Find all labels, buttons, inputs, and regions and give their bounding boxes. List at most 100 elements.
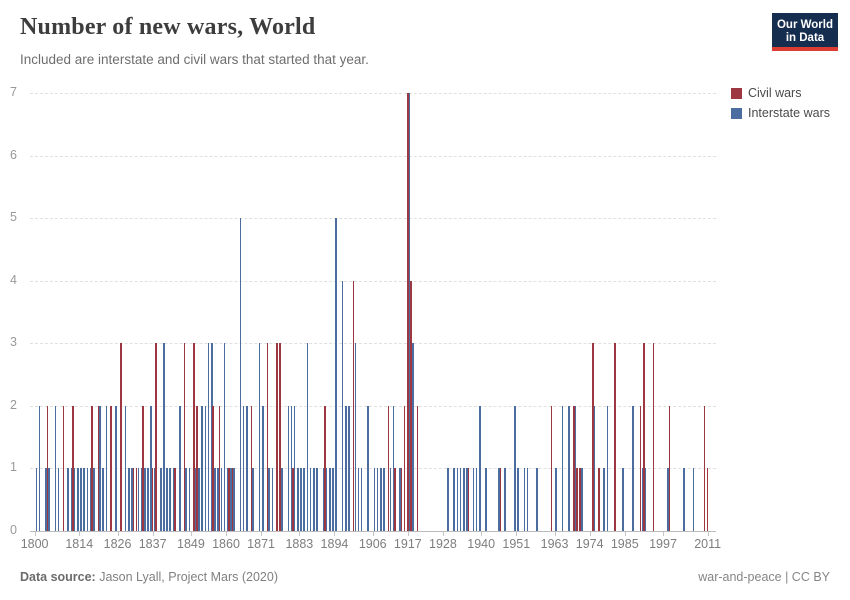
bar-interstate-1800[interactable] <box>35 468 38 531</box>
bar-interstate-1998[interactable] <box>667 468 669 531</box>
bar-interstate-1856[interactable] <box>214 468 216 531</box>
bar-interstate-1894[interactable] <box>335 218 337 531</box>
bar-interstate-1885[interactable] <box>306 343 309 531</box>
bar-interstate-1947[interactable] <box>504 468 507 531</box>
bar-interstate-1897[interactable] <box>344 405 347 531</box>
bar-interstate-1851[interactable] <box>198 468 200 531</box>
bar-interstate-1862[interactable] <box>233 468 235 531</box>
bar-civil-1844[interactable] <box>174 468 176 531</box>
bar-interstate-1979[interactable] <box>606 405 609 531</box>
bar-interstate-1804[interactable] <box>48 468 50 531</box>
bar-civil-1916[interactable] <box>403 405 406 531</box>
bar-interstate-1829[interactable] <box>128 468 130 531</box>
bar-interstate-1873[interactable] <box>268 468 270 531</box>
bar-civil-1818[interactable] <box>91 405 93 531</box>
bar-civil-1990[interactable] <box>639 405 642 531</box>
bar-interstate-1904[interactable] <box>367 405 369 531</box>
bar-interstate-1888[interactable] <box>316 468 318 531</box>
bar-interstate-1858[interactable] <box>220 468 223 531</box>
bar-interstate-1953[interactable] <box>523 468 526 531</box>
bar-interstate-1807[interactable] <box>57 468 60 531</box>
bar-interstate-1821[interactable] <box>102 468 105 531</box>
bar-civil-1858[interactable] <box>218 405 221 531</box>
bar-civil-1877[interactable] <box>279 343 282 531</box>
bar-interstate-1842[interactable] <box>169 468 172 531</box>
bar-civil-1982[interactable] <box>614 343 616 531</box>
bar-interstate-1822[interactable] <box>105 405 108 531</box>
bar-interstate-1965[interactable] <box>561 405 564 531</box>
bar-civil-1824[interactable] <box>110 405 112 531</box>
bar-civil-1838[interactable] <box>155 343 157 531</box>
bar-interstate-1874[interactable] <box>271 468 274 531</box>
bar-civil-1861[interactable] <box>228 468 230 531</box>
bar-civil-2010[interactable] <box>703 405 706 531</box>
bar-interstate-1893[interactable] <box>332 468 334 531</box>
bar-interstate-1841[interactable] <box>166 468 168 531</box>
bar-civil-2011[interactable] <box>706 468 709 531</box>
bar-interstate-1900[interactable] <box>354 343 357 531</box>
bar-interstate-1840[interactable] <box>163 343 165 531</box>
bar-interstate-1941[interactable] <box>485 468 487 531</box>
bar-interstate-1845[interactable] <box>179 405 181 531</box>
bar-interstate-1880[interactable] <box>290 405 293 531</box>
bar-interstate-2006[interactable] <box>692 468 695 531</box>
bar-interstate-1881[interactable] <box>293 405 296 531</box>
bar-civil-1850[interactable] <box>193 343 195 531</box>
bar-interstate-1912[interactable] <box>392 405 395 531</box>
bar-interstate-1813[interactable] <box>76 468 79 531</box>
bar-interstate-1954[interactable] <box>526 468 529 531</box>
bar-interstate-1814[interactable] <box>80 468 82 531</box>
bar-interstate-1836[interactable] <box>150 405 152 531</box>
bar-civil-1969[interactable] <box>572 405 575 531</box>
bar-interstate-1929[interactable] <box>447 468 449 531</box>
bar-civil-1834[interactable] <box>142 405 144 531</box>
bar-interstate-1847[interactable] <box>185 468 188 531</box>
bar-civil-1977[interactable] <box>598 468 601 531</box>
bar-civil-1856[interactable] <box>212 405 215 531</box>
bar-interstate-1886[interactable] <box>309 468 312 531</box>
bar-interstate-1933[interactable] <box>459 468 462 531</box>
bar-civil-1868[interactable] <box>250 405 253 531</box>
bar-interstate-1853[interactable] <box>204 405 207 531</box>
bar-interstate-1830[interactable] <box>131 468 133 531</box>
bar-interstate-1801[interactable] <box>38 405 41 531</box>
bar-interstate-1918[interactable] <box>411 343 414 531</box>
bar-interstate-1882[interactable] <box>297 468 299 531</box>
bar-interstate-1891[interactable] <box>325 468 328 531</box>
bar-interstate-1971[interactable] <box>580 468 583 531</box>
data-source-value[interactable]: Jason Lyall, Project Mars (2020) <box>95 570 278 584</box>
bar-civil-1851[interactable] <box>196 405 199 531</box>
bar-interstate-1868[interactable] <box>252 468 254 531</box>
bar-civil-1999[interactable] <box>668 405 671 531</box>
bar-interstate-1969[interactable] <box>574 405 577 531</box>
bar-interstate-1901[interactable] <box>357 468 360 531</box>
bar-interstate-1991[interactable] <box>644 468 647 531</box>
bar-interstate-1852[interactable] <box>201 405 203 531</box>
bar-civil-1804[interactable] <box>46 405 49 531</box>
bar-interstate-1850[interactable] <box>195 468 197 531</box>
bar-interstate-1843[interactable] <box>172 468 175 531</box>
bar-interstate-1917[interactable] <box>408 93 411 531</box>
bar-interstate-1887[interactable] <box>313 468 315 531</box>
bar-interstate-1907[interactable] <box>376 468 379 531</box>
bar-interstate-1803[interactable] <box>45 468 47 531</box>
bar-interstate-1939[interactable] <box>478 405 481 531</box>
bar-civil-1920[interactable] <box>416 405 419 531</box>
bar-civil-1962[interactable] <box>550 405 553 531</box>
bar-civil-1891[interactable] <box>324 405 326 531</box>
bar-interstate-1835[interactable] <box>147 468 149 531</box>
bar-interstate-1815[interactable] <box>83 468 85 531</box>
bar-interstate-1879[interactable] <box>287 405 290 531</box>
bar-interstate-1967[interactable] <box>568 405 570 531</box>
bar-interstate-1908[interactable] <box>380 468 382 531</box>
bar-civil-1917[interactable] <box>407 93 409 531</box>
bar-civil-1809[interactable] <box>62 405 65 531</box>
bar-interstate-1914[interactable] <box>399 468 401 531</box>
bar-civil-1946[interactable] <box>499 468 502 531</box>
bar-interstate-1855[interactable] <box>210 343 213 531</box>
bar-interstate-1834[interactable] <box>143 468 146 531</box>
bar-civil-1975[interactable] <box>592 343 594 531</box>
bar-interstate-1871[interactable] <box>261 405 264 531</box>
bar-civil-1876[interactable] <box>276 343 278 531</box>
bar-interstate-1978[interactable] <box>603 468 605 531</box>
